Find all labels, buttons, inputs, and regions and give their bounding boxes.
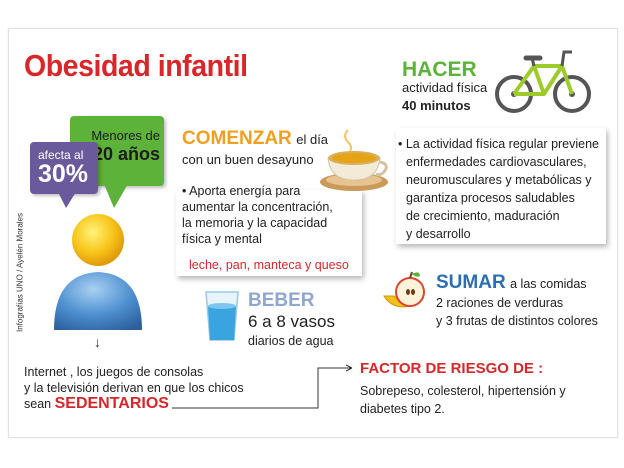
- water-glass-icon: [205, 291, 239, 341]
- bicycle-icon: [495, 50, 591, 113]
- age-bubble-tail: [104, 184, 128, 208]
- infographic-frame: [8, 28, 618, 438]
- age-bubble-line2: 20 años: [92, 144, 160, 164]
- comenzar-body-2: aumentar la concentración,: [182, 200, 333, 214]
- sumar-word: SUMAR: [436, 272, 506, 293]
- risk-factor-line1: Sobrepeso, colesterol, hipertensión y: [360, 384, 566, 398]
- risk-factor-heading: FACTOR DE RIESGO DE :: [360, 360, 544, 377]
- hacer-line1: actividad física: [402, 80, 488, 95]
- activity-body-5: de crecimiento, maduración: [406, 209, 560, 223]
- beber-heading: BEBER: [248, 290, 315, 311]
- hacer-duration: 40 minutos: [402, 98, 471, 113]
- comenzar-word: COMENZAR: [182, 128, 292, 149]
- comenzar-subtitle: con un buen desayuno: [182, 152, 314, 167]
- comenzar-body-4: física y mental: [182, 232, 262, 246]
- percent-bubble-line1: afecta al: [38, 148, 84, 162]
- cause-prefix: sean: [24, 397, 52, 411]
- page-title: Obesidad infantil: [24, 48, 248, 83]
- percent-bubble-value: 30%: [38, 160, 89, 188]
- sedentarios-highlight: SEDENTARIOS: [54, 395, 169, 412]
- comenzar-heading: COMENZAR el día: [182, 128, 328, 150]
- beber-frequency: diarios de agua: [248, 334, 334, 348]
- comenzar-rest: el día: [296, 132, 329, 147]
- tea-cup-icon: [320, 129, 388, 191]
- cause-line1: Internet , los juegos de consolas: [24, 365, 204, 379]
- sumar-heading: SUMAR a las comidas: [436, 272, 587, 294]
- comenzar-body-3: la memoria y la capacidad: [182, 216, 328, 230]
- sumar-fruits: y 3 frutas de distintos colores: [436, 314, 598, 328]
- activity-body-2: enfermedades cardiovasculares,: [406, 155, 587, 169]
- apple-banana-icon: [383, 271, 425, 308]
- person-icon: [54, 214, 142, 330]
- activity-body-3: neuromusculares y metabólicas y: [406, 173, 592, 187]
- percent-bubble-tail: [58, 192, 76, 208]
- hacer-heading: HACER: [402, 58, 477, 81]
- breakfast-card: [176, 190, 362, 276]
- activity-body-1: • La actividad física regular previene: [398, 137, 600, 151]
- cause-line2: y la televisión derivan en que los chico…: [24, 381, 244, 395]
- beber-amount: 6 a 8 vasos: [248, 312, 335, 331]
- risk-factor-line2: diabetes tipo 2.: [360, 402, 445, 416]
- comenzar-body-1: • Aporta energía para: [182, 184, 301, 198]
- age-bubble-line1: Menores de: [91, 128, 160, 143]
- sumar-vegetables: 2 raciones de verduras: [436, 296, 564, 310]
- activity-card: [396, 128, 606, 244]
- breakfast-foods: leche, pan, manteca y queso: [189, 258, 349, 272]
- arrow-down-icon: ↓: [94, 334, 101, 350]
- activity-body: • La actividad física regular previene e…: [398, 135, 606, 243]
- activity-body-6: y desarrollo: [406, 227, 471, 241]
- sumar-rest: a las comidas: [510, 277, 587, 291]
- activity-body-4: garantiza procesos saludables: [406, 191, 575, 205]
- percent-bubble: afecta al 30%: [30, 142, 98, 194]
- comenzar-body: • Aporta energía para aumentar la concen…: [182, 183, 357, 247]
- cause-text: Internet , los juegos de consolas y la t…: [24, 364, 324, 412]
- cause-line3: sean SEDENTARIOS: [24, 396, 324, 412]
